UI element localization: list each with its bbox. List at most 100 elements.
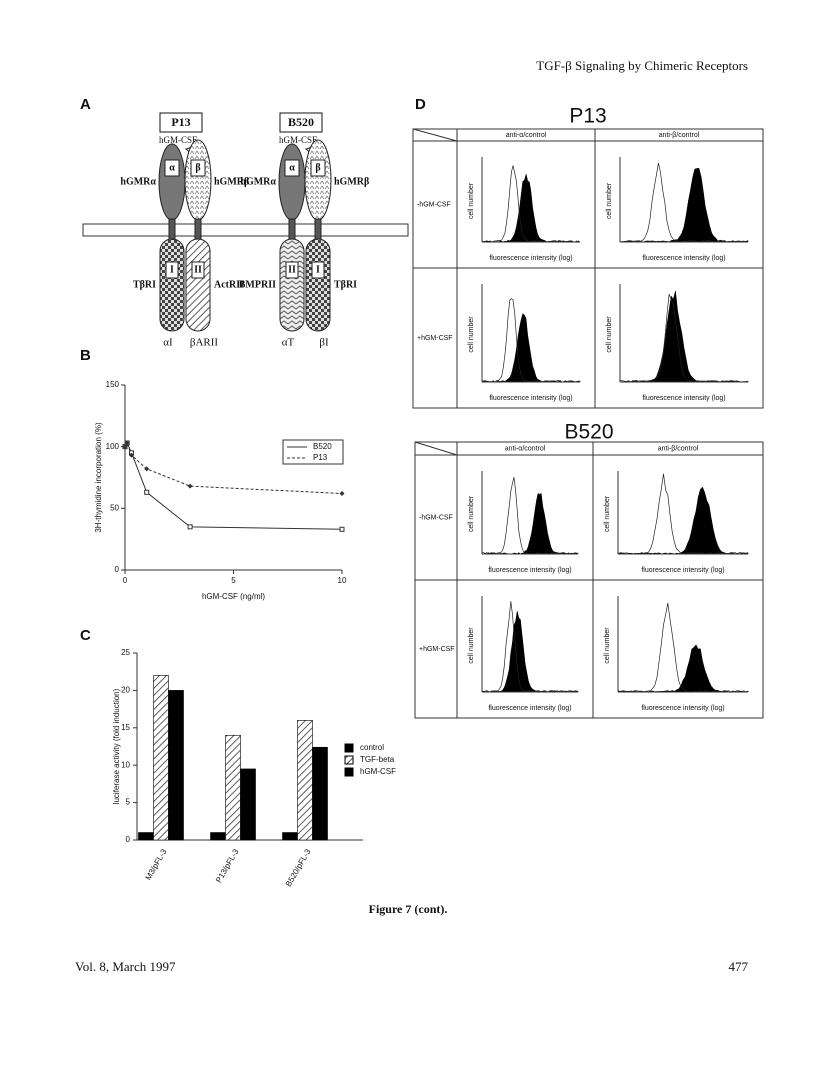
chain-label: βI (319, 337, 329, 349)
y-tick-label: 5 (126, 798, 131, 807)
bar (138, 832, 154, 841)
column-header: anti-α/control (505, 445, 546, 452)
transmembrane (168, 218, 176, 242)
row-label: -hGM-CSF (417, 201, 451, 208)
running-title: TGF-β Signaling by Chimeric Receptors (536, 58, 748, 73)
legend-label: P13 (313, 453, 328, 462)
histogram-control (481, 601, 579, 693)
receptor-label: TβRI (133, 279, 156, 290)
receptor-alpha-ext (158, 143, 186, 221)
legend-label: control (360, 743, 384, 752)
column-header: anti-β/control (659, 132, 700, 139)
column-header: anti-α/control (506, 132, 547, 139)
row-label: +hGM-CSF (419, 646, 455, 653)
bar (210, 832, 226, 841)
block-title: P13 (569, 105, 606, 128)
mark-box (310, 159, 326, 177)
construct-name: B520 (288, 115, 314, 129)
grid-rule (414, 441, 458, 456)
figure-caption: Figure 7 (cont). (369, 902, 448, 916)
legend-swatch (344, 767, 354, 777)
axis-label: fluorescence intensity (log) (641, 567, 724, 574)
legend-label: TGF-beta (360, 755, 395, 764)
domain-mark: I (170, 264, 174, 275)
receptor-alpha-ext (278, 143, 306, 221)
axis-label: cell number (606, 182, 613, 219)
data-point (339, 491, 345, 497)
footer-left: Vol. 8, March 1997 (75, 959, 176, 974)
legend-swatch (344, 743, 354, 753)
axis-label: cell number (468, 495, 475, 532)
receptor-beta-ext (184, 139, 212, 221)
receptor-int (279, 238, 305, 332)
y-tick-label: 10 (121, 760, 130, 769)
histogram-control (617, 603, 749, 693)
axis-label: fluorescence intensity (log) (489, 255, 572, 262)
axis-label: cell number (468, 627, 475, 664)
panel-label: B (80, 347, 91, 364)
histogram-control (619, 162, 749, 243)
data-point (187, 524, 193, 530)
x-tick-label: 10 (338, 576, 347, 585)
axis-label: cell number (468, 316, 475, 353)
domain-mark: β (315, 162, 320, 173)
data-point (144, 466, 150, 472)
membrane (82, 223, 409, 237)
mark-box (284, 159, 300, 177)
construct-name: P13 (171, 115, 190, 129)
receptor-int (305, 238, 331, 332)
y-tick-label: 20 (121, 686, 130, 695)
histogram-control (619, 293, 749, 383)
x-tick-label: 5 (231, 576, 236, 585)
y-tick-label: 100 (106, 442, 120, 451)
axis-label: fluorescence intensity (log) (642, 255, 725, 262)
data-point (124, 440, 130, 446)
data-point (122, 444, 128, 450)
legend-label: hGM-CSF (360, 767, 396, 776)
transmembrane (194, 218, 202, 242)
row-label: -hGM-CSF (419, 514, 453, 521)
data-point (187, 483, 193, 489)
block-title: B520 (564, 421, 613, 444)
y-tick-label: 25 (121, 648, 130, 657)
domain-mark: II (288, 264, 296, 275)
receptor-label: hGMRα (120, 176, 156, 187)
bar (153, 675, 169, 841)
mark-box (164, 159, 180, 177)
receptor-label: hGMRβ (334, 176, 369, 187)
axis-label: fluorescence intensity (log) (488, 567, 571, 574)
receptor-label: BMPRII (239, 279, 276, 290)
bar (225, 734, 241, 841)
panel-label: C (80, 627, 91, 644)
axis-label: cell number (606, 316, 613, 353)
domain-mark: α (169, 162, 175, 173)
construct-box (279, 112, 323, 133)
mark-box (165, 261, 179, 279)
mark-box (191, 261, 205, 279)
data-point (339, 526, 345, 532)
domain-mark: β (195, 162, 200, 173)
row-label: +hGM-CSF (417, 335, 453, 342)
transmembrane (314, 218, 322, 242)
legend-box (282, 439, 344, 465)
chain-label: αT (282, 337, 295, 349)
legend-swatch (344, 755, 354, 765)
y-axis-label: 3H-thymidine incorporation (%) (94, 422, 103, 533)
receptor-label: hGMRβ (214, 176, 249, 187)
x-tick-label: 0 (123, 576, 128, 585)
axis-label: fluorescence intensity (log) (488, 705, 571, 712)
receptor-beta-ext (304, 139, 332, 221)
receptor-label: ActRII (214, 279, 244, 290)
receptor-label: TβRI (334, 279, 357, 290)
axis-label: fluorescence intensity (log) (641, 705, 724, 712)
y-tick-label: 0 (115, 565, 120, 574)
y-tick-label: 150 (106, 380, 120, 389)
page-number: 477 (729, 959, 749, 974)
panel-label: D (415, 96, 426, 113)
bar (312, 746, 328, 841)
y-axis-label: luciferase activity (fold induction) (112, 688, 121, 804)
bar (297, 720, 313, 841)
